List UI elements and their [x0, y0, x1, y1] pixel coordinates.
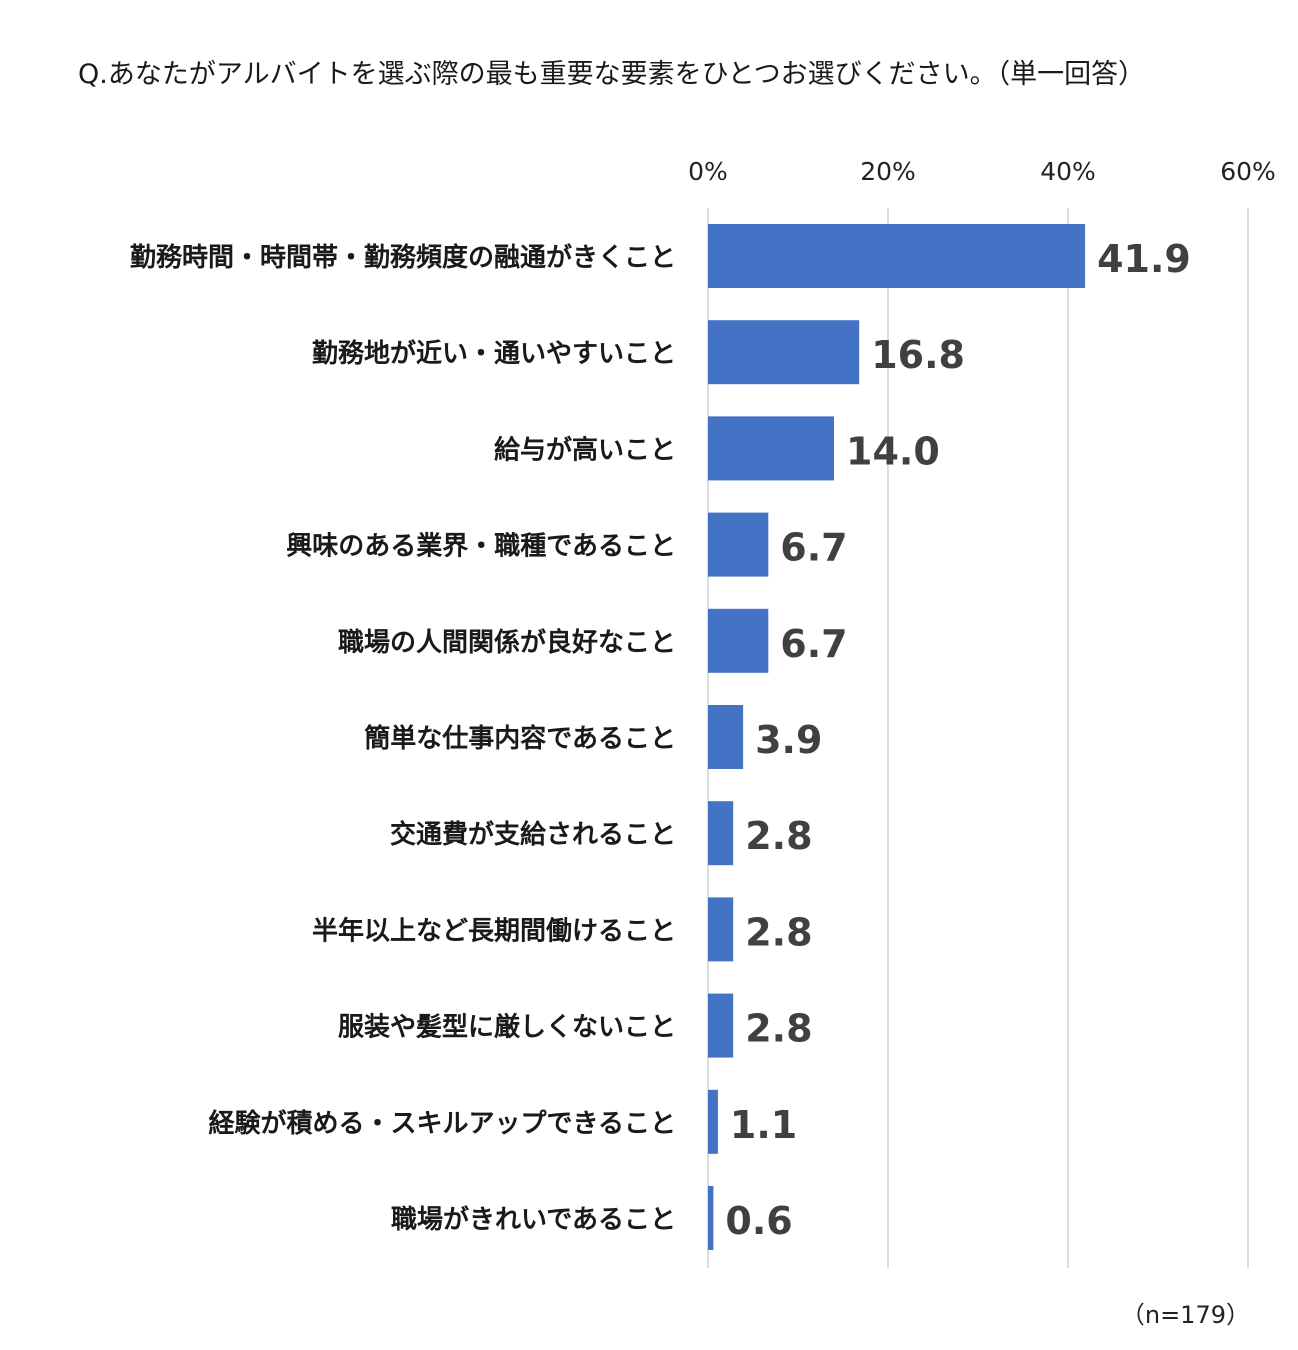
category-label: 興味のある業界・職種であること: [286, 532, 676, 562]
x-tick-label: 60%: [1220, 157, 1276, 186]
category-label: 簡単な仕事内容であること: [364, 723, 676, 754]
bar: [708, 801, 734, 866]
bar: [708, 608, 769, 673]
sample-size-note: （n=179）: [1120, 1301, 1250, 1329]
bar: [708, 1186, 714, 1250]
category-label: 服装や髪型に厳しくないこと: [338, 1012, 676, 1043]
data-label: 3.9: [755, 718, 822, 762]
question-title: Q.あなたがアルバイトを選ぶ際の最も重要な要素をひとつお選びください。（単一回答…: [78, 59, 1146, 90]
data-label: 41.9: [1097, 237, 1191, 281]
category-label: 経験が積める・スキルアップできること: [209, 1108, 676, 1139]
bar: [708, 224, 1086, 288]
category-label: 職場がきれいであること: [391, 1204, 676, 1235]
data-label: 6.7: [780, 622, 847, 666]
x-tick-label: 20%: [860, 157, 916, 186]
bar: [708, 993, 734, 1058]
data-label: 2.8: [745, 910, 812, 954]
data-label: 0.6: [725, 1199, 792, 1243]
x-tick-label: 40%: [1040, 157, 1096, 186]
bar: [708, 705, 744, 769]
bar: [708, 416, 834, 481]
category-label: 交通費が支給されること: [390, 819, 676, 850]
bar: [708, 320, 860, 385]
category-label: 職場の人間関係が良好なこと: [338, 627, 676, 658]
category-label: 勤務地が近い・通いやすいこと: [312, 338, 676, 369]
data-label: 6.7: [780, 526, 847, 570]
data-label: 14.0: [846, 429, 940, 473]
x-tick-label: 0%: [688, 157, 728, 186]
data-label: 2.8: [745, 1007, 812, 1051]
bar: [708, 1089, 718, 1154]
bar: [708, 512, 769, 577]
category-label: 給与が高いこと: [494, 434, 676, 465]
bar: [708, 897, 734, 962]
category-label: 半年以上など長期間働けること: [312, 915, 676, 946]
category-label: 勤務時間・時間帯・勤務頻度の融通がきくこと: [130, 242, 676, 273]
data-label: 2.8: [745, 814, 812, 858]
data-label: 1.1: [730, 1103, 797, 1147]
data-label: 16.8: [871, 333, 965, 377]
